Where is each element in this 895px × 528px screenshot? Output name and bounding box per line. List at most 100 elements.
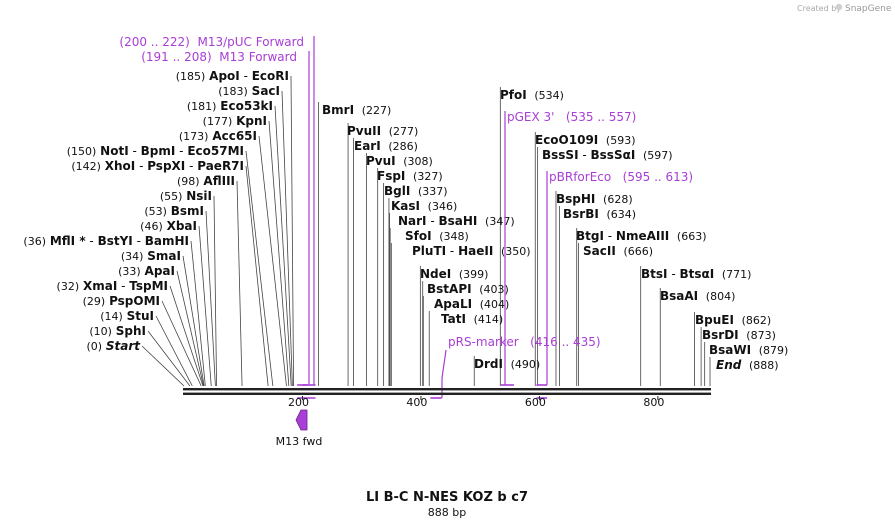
enzyme-position: (142) [71, 160, 101, 173]
primer-label[interactable]: (200 .. 222) M13/pUC Forward [119, 35, 304, 49]
enzyme-position: (46) [140, 220, 163, 233]
spacer [420, 199, 428, 213]
enzyme-position: (29) [83, 295, 106, 308]
enzyme-site-label[interactable]: EcoO109I (593) [535, 133, 636, 147]
enzyme-site-label[interactable]: (32) XmaI - TspMI [57, 279, 168, 293]
primer-label[interactable]: pBRforEco (595 .. 613) [549, 170, 693, 184]
primer-pbrforeco[interactable]: pBRforEco (595 .. 613) [536, 170, 693, 386]
enzyme-position: (32) [57, 280, 80, 293]
enzyme-site-label[interactable]: BglI (337) [384, 184, 448, 198]
feature-label: M13 fwd [276, 435, 323, 448]
enzyme-site-label[interactable]: (36) MflI * - BstYI - BamHI [23, 234, 189, 248]
enzyme-site-label[interactable]: PvuII (277) [347, 124, 418, 138]
enzyme-site-label[interactable]: ApaLI (404) [434, 297, 509, 311]
spacer [472, 297, 480, 311]
enzyme-position: (177) [203, 115, 233, 128]
enzyme-site-label[interactable]: SfoI (348) [405, 229, 469, 243]
enzyme-site-label[interactable]: BstAPI (403) [427, 282, 509, 296]
snapgene-logo: SnapGene [835, 3, 892, 14]
enzyme-name: BmrI [322, 103, 354, 117]
enzyme-name: NsiI [186, 189, 212, 203]
enzyme-position: (36) [23, 235, 46, 248]
enzyme-site-label[interactable]: (55) NsiI [160, 189, 212, 203]
feature-m13-fwd[interactable]: M13 fwd [276, 409, 323, 448]
primer-range: (416 .. 435) [530, 335, 600, 349]
enzyme-site-label[interactable]: NdeI (399) [420, 267, 488, 281]
enzyme-site-label[interactable]: BtgI - NmeAIII (663) [576, 229, 707, 243]
primer-m13-forward[interactable]: (191 .. 208) M13 Forward [141, 50, 310, 386]
enzyme-site-label[interactable]: TatI (414) [441, 312, 503, 326]
enzyme-leader-line [281, 90, 293, 387]
enzyme-site-label[interactable]: EarI (286) [354, 139, 418, 153]
enzyme-position: (14) [100, 310, 123, 323]
enzyme-position: (10) [89, 325, 112, 338]
enzyme-position: (404) [480, 298, 510, 311]
enzyme-site-label[interactable]: BsrDI (873) [702, 328, 776, 342]
enzyme-site-label[interactable]: DrdI (490) [474, 357, 540, 371]
enzyme-site-label[interactable]: (173) Acc65I [179, 129, 257, 143]
primer-pgex-3-[interactable]: pGEX 3' (535 .. 557) [500, 110, 636, 386]
enzyme-site-label[interactable]: (185) ApoI - EcoRI [176, 69, 289, 83]
primer-range: (595 .. 613) [623, 170, 693, 184]
enzyme-name: SacII [583, 244, 616, 258]
enzyme-position: (286) [388, 140, 418, 153]
enzyme-site-label[interactable]: BssSI - BssSαI (597) [542, 148, 673, 162]
enzyme-site-label[interactable]: BsrBI (634) [563, 207, 636, 221]
primer-label[interactable]: (191 .. 208) M13 Forward [141, 50, 297, 64]
enzyme-site-label[interactable]: PluTI - HaeII (350) [412, 244, 531, 258]
spacer [493, 244, 501, 258]
enzyme-site-label[interactable]: (29) PspOMI [83, 294, 160, 308]
enzyme-position: (873) [746, 329, 776, 342]
primer-name: pBRforEco [549, 170, 611, 184]
enzyme-site-label[interactable]: BspHI (628) [556, 192, 633, 206]
spacer [598, 133, 606, 147]
enzyme-site-label[interactable]: SacII (666) [583, 244, 653, 258]
enzyme-site-label[interactable]: PvuI (308) [366, 154, 433, 168]
primer-m13-puc-forward[interactable]: (200 .. 222) M13/pUC Forward [119, 35, 316, 386]
enzyme-name: Acc65I [212, 129, 257, 143]
enzyme-site-label[interactable]: BpuEI (862) [695, 313, 771, 327]
enzyme-site-label[interactable]: (98) AflIII [177, 174, 235, 188]
spacer [527, 88, 535, 102]
primer-label[interactable]: pGEX 3' (535 .. 557) [507, 110, 636, 124]
enzyme-site-label[interactable]: (0) Start [86, 339, 141, 353]
enzyme-leader-line [290, 75, 294, 387]
primer-label[interactable]: pRS-marker (416 .. 435) [448, 335, 601, 349]
enzyme-site-label[interactable]: (53) BsmI [144, 204, 204, 218]
enzyme-site-label[interactable]: (34) SmaI [121, 249, 181, 263]
enzyme-site-label[interactable]: KasI (346) [391, 199, 457, 213]
enzyme-position: (490) [511, 358, 541, 371]
name-separator: - [135, 159, 147, 173]
axis-tick-label: 200 [288, 396, 309, 409]
enzyme-site-label[interactable]: (177) KpnI [203, 114, 267, 128]
enzyme-site-label[interactable]: (142) XhoI - PspXI - PaeR7I [71, 159, 244, 173]
enzyme-site-label[interactable]: FspI (327) [377, 169, 443, 183]
enzyme-site-label[interactable]: BtsI - BtsαI (771) [641, 267, 751, 281]
enzyme-site-label[interactable]: NarI - BsaHI (347) [398, 214, 515, 228]
enzyme-site-label[interactable]: (10) SphI [89, 324, 146, 338]
enzyme-position: (888) [749, 359, 779, 372]
enzyme-site-label[interactable]: (33) ApaI [118, 264, 175, 278]
spacer [741, 358, 749, 372]
enzyme-site-label[interactable]: BsaWI (879) [709, 343, 788, 357]
feature-arrow-icon[interactable] [295, 409, 308, 431]
enzyme-site-label[interactable]: (183) SacI [218, 84, 280, 98]
enzyme-site-label[interactable]: (14) StuI [100, 309, 154, 323]
enzyme-site-label[interactable]: End (888) [716, 358, 779, 372]
primer-prs-marker[interactable]: pRS-marker (416 .. 435) [430, 335, 601, 399]
enzyme-site-label[interactable]: BmrI (227) [322, 103, 391, 117]
enzyme-site-label[interactable]: (46) XbaI [140, 219, 197, 233]
enzyme-site-label[interactable]: (181) Eco53kI [187, 99, 273, 113]
spacer [381, 124, 389, 138]
primer-name: pRS-marker [448, 335, 519, 349]
enzyme-leader-line [245, 150, 274, 387]
spacer [503, 357, 511, 371]
enzyme-site-label[interactable]: (150) NotI - BpmI - Eco57MI [67, 144, 244, 158]
enzyme-name: SmaI [147, 249, 181, 263]
enzyme-name: EcoO109I [535, 133, 598, 147]
bp-axis: 200 400 600 800 [288, 396, 664, 409]
enzyme-position: (804) [706, 290, 736, 303]
enzyme-position: (185) [176, 70, 206, 83]
enzyme-site-label[interactable]: PfoI (534) [500, 88, 564, 102]
enzyme-site-label[interactable]: BsaAI (804) [660, 289, 735, 303]
